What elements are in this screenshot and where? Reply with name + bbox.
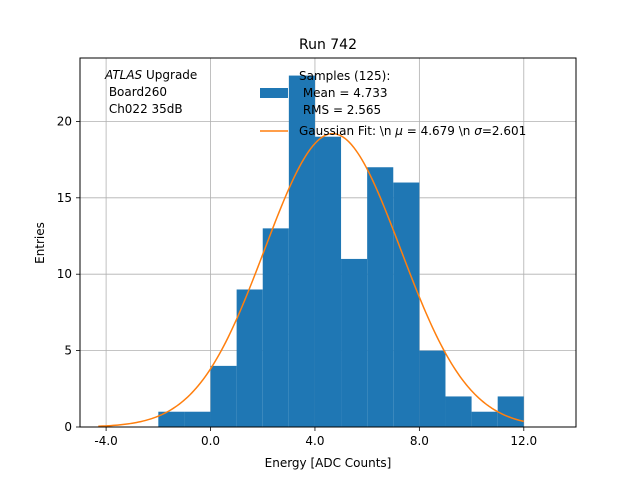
y-axis-label: Entries [33, 222, 47, 264]
upgrade-label: Upgrade [142, 68, 197, 82]
legend-fit-text: Gaussian Fit: \n μ = 4.679 \n σ=2.601 [299, 124, 526, 138]
channel-label: Ch022 35dB [105, 102, 183, 116]
legend-histogram-line2: Mean = 4.733 [299, 86, 388, 100]
x-tick-label: 4.0 [305, 434, 324, 448]
gaussian-fit-curve [98, 132, 524, 427]
legend-histogram-line3: RMS = 2.565 [299, 103, 381, 117]
histogram-bar [210, 365, 237, 427]
x-tick-label: 12.0 [510, 434, 537, 448]
chart-title: Run 742 [299, 37, 357, 53]
x-tick-label: 8.0 [410, 434, 429, 448]
histogram-bar [445, 396, 472, 427]
x-tick-label: 0.0 [201, 434, 220, 448]
histogram-bar [497, 396, 524, 427]
histogram-bar [184, 411, 211, 427]
atlas-label: ATLAS [104, 68, 143, 82]
legend: Samples (125): Mean = 4.733 RMS = 2.565 … [260, 69, 526, 138]
y-tick-label: 0 [64, 420, 72, 434]
y-tick-label: 15 [57, 191, 72, 205]
x-axis-ticks: -4.0 0.0 4.0 8.0 12.0 [94, 427, 537, 448]
svg-text:ATLAS Upgrade: ATLAS Upgrade [104, 68, 197, 82]
histogram-bar [419, 350, 446, 427]
histogram-bar [341, 258, 368, 427]
histogram-bar [262, 228, 289, 427]
y-tick-label: 10 [57, 267, 72, 281]
plot-frame [79, 57, 577, 428]
board-label: Board260 [105, 85, 167, 99]
histogram-bar [158, 411, 185, 427]
histogram-bar [288, 75, 315, 428]
atlas-annotation: ATLAS Upgrade Board260 Ch022 35dB [104, 68, 197, 116]
histogram-bar [471, 411, 498, 427]
y-tick-label: 20 [57, 114, 72, 128]
legend-histogram-line1: Samples (125): [299, 69, 390, 83]
histogram-bar [393, 182, 420, 427]
x-axis-label: Energy [ADC Counts] [265, 456, 392, 470]
histogram-bar [236, 289, 263, 427]
legend-histogram-swatch [260, 88, 288, 98]
y-axis-ticks: 0 5 10 15 20 [57, 114, 80, 434]
histogram-bar [367, 167, 394, 427]
histogram-bar [314, 136, 342, 427]
histogram-bars [158, 75, 524, 428]
y-tick-label: 5 [64, 344, 72, 358]
x-tick-label: -4.0 [94, 434, 117, 448]
